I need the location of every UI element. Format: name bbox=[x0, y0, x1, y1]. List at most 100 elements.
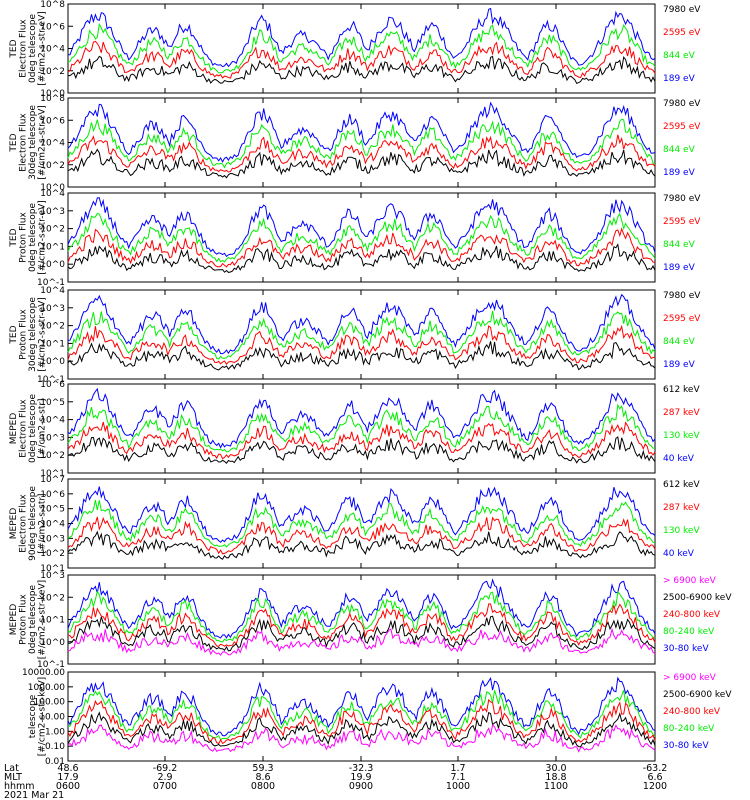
y-tick-label: 10^6 bbox=[40, 380, 65, 390]
footer-lat: 59.3 bbox=[252, 763, 273, 774]
legend-entry: 189 eV bbox=[663, 360, 696, 370]
y-tick-label: 0.01 bbox=[45, 757, 65, 767]
y-tick-label: 1.00 bbox=[45, 727, 65, 737]
legend-entry: 287 keV bbox=[663, 408, 700, 418]
footer-mlt: 7.1 bbox=[450, 772, 465, 783]
legend-entry: 2595 eV bbox=[663, 122, 701, 132]
series-line bbox=[67, 421, 656, 460]
series-line bbox=[67, 324, 656, 366]
series-line bbox=[67, 22, 656, 74]
y-axis-label: Proton Flux bbox=[18, 212, 28, 263]
y-axis-label: 0deg telescope bbox=[28, 394, 38, 464]
y-tick-label: 10^1 bbox=[40, 564, 65, 574]
y-tick-label: 10^5 bbox=[40, 398, 65, 408]
footer-hhmm: 0600 bbox=[56, 781, 80, 792]
y-tick-label: 10^3 bbox=[40, 433, 65, 443]
y-tick-label: 0.10 bbox=[45, 742, 65, 752]
y-tick-label: 10^4 bbox=[40, 139, 65, 149]
footer-hhmm: 0700 bbox=[153, 781, 177, 792]
y-axis-label: [#/cm2-s-str-eV] bbox=[37, 11, 47, 86]
y-tick-label: 10^4 bbox=[40, 520, 65, 530]
footer-lat: 30.0 bbox=[545, 763, 566, 774]
series-line bbox=[68, 55, 656, 85]
y-tick-label: 10^4 bbox=[40, 286, 65, 296]
panel-1: 10^0 10^2 10^4 10^6 10^8 TED Electron Flux 0deg… bbox=[9, 0, 702, 99]
footer-label-hhmm: hhmm bbox=[4, 781, 35, 792]
legend-entry: 80-240 keV bbox=[663, 627, 715, 637]
series-line bbox=[67, 197, 656, 258]
y-axis-label: [#/cm2-s-str-eV] bbox=[37, 297, 47, 372]
y-tick-label: 10^-1 bbox=[37, 375, 65, 385]
series-line bbox=[67, 698, 656, 745]
y-tick-label: 10^5 bbox=[40, 505, 65, 515]
y-tick-label: 10^-1 bbox=[37, 278, 65, 288]
footer-label-mlt: MLT bbox=[4, 772, 22, 783]
footer-date: 2021 Mar 21 bbox=[4, 790, 64, 800]
y-axis-label: MEPED bbox=[9, 508, 19, 540]
panel-3: 10^-1 10^0 10^1 10^2 10^3 10^4 TED Proton Flux 0… bbox=[9, 189, 702, 288]
series-line bbox=[67, 243, 656, 273]
footer-lat: 48.6 bbox=[57, 763, 78, 774]
legend-entry: 240-800 keV bbox=[663, 610, 721, 620]
legend-entry: 240-800 keV bbox=[663, 707, 721, 717]
series-line bbox=[67, 310, 656, 360]
legend-entry: 189 eV bbox=[663, 168, 696, 178]
footer-mlt: 19.9 bbox=[350, 772, 371, 783]
y-tick-label: 10^0 bbox=[40, 357, 65, 367]
footer-lat: 1.7 bbox=[450, 763, 465, 774]
y-axis-label: Electron Flux bbox=[18, 494, 28, 553]
panel-6: 10^1 10^2 10^3 10^4 10^5 10^6 10^7 MEPED Electro… bbox=[9, 475, 701, 574]
footer-lat: -32.3 bbox=[349, 763, 374, 774]
series-line bbox=[67, 530, 656, 560]
legend-entry: 130 keV bbox=[663, 526, 700, 536]
legend-entry: 612 keV bbox=[663, 480, 700, 490]
series-line bbox=[67, 148, 656, 179]
footer-hhmm: 1200 bbox=[643, 781, 667, 792]
series-line bbox=[67, 724, 656, 753]
legend-entry: 30-80 keV bbox=[663, 644, 709, 654]
y-axis-label: 0deg telescope bbox=[28, 14, 38, 84]
legend-entry: 40 keV bbox=[663, 454, 695, 464]
footer-label-lat: Lat bbox=[4, 763, 19, 774]
legend-entry: 844 eV bbox=[663, 337, 696, 347]
series-line bbox=[67, 436, 656, 464]
y-tick-label: 10^2 bbox=[40, 322, 65, 332]
legend-entry: 287 keV bbox=[663, 503, 700, 513]
footer-mlt: 17.9 bbox=[57, 772, 78, 783]
series-line bbox=[67, 118, 656, 169]
y-tick-label: 10^2 bbox=[40, 225, 65, 235]
y-axis-label: MEPED bbox=[9, 604, 19, 636]
panel-7: 10^-1 10^0 10^1 10^2 10^3 MEPED Proton Flux 0de… bbox=[9, 571, 733, 670]
legend-entry: 2595 eV bbox=[663, 314, 701, 324]
y-axis-label: Proton Flux bbox=[18, 594, 28, 645]
series-line bbox=[67, 627, 656, 656]
y-axis-label: [#/cm2-s-str] bbox=[37, 493, 47, 553]
y-axis-label: TED bbox=[9, 228, 19, 247]
y-axis-label: Electron Flux bbox=[18, 19, 28, 78]
legend-entry: 7980 eV bbox=[663, 99, 701, 109]
panel-5: 10^1 10^2 10^3 10^4 10^5 10^6 MEPED Electron Fl… bbox=[9, 380, 701, 479]
series-line bbox=[67, 212, 656, 263]
legend-entry: 2595 eV bbox=[663, 28, 701, 38]
y-tick-label: 10^8 bbox=[40, 0, 65, 10]
legend-entry: 130 keV bbox=[663, 431, 700, 441]
legend-entry: 2500-6900 keV bbox=[663, 690, 732, 700]
y-axis-label: 30deg telescope bbox=[28, 105, 38, 180]
series-line bbox=[67, 486, 656, 543]
legend-entry: 40 keV bbox=[663, 549, 695, 559]
y-axis-label: [#/cm2-s-str] bbox=[37, 398, 47, 458]
series-line bbox=[67, 590, 656, 643]
panel-4: 10^-1 10^0 10^1 10^2 10^3 10^4 TED Proton Flux 3… bbox=[9, 286, 702, 385]
legend-entry: 189 eV bbox=[663, 263, 696, 273]
legend-entry: 80-240 keV bbox=[663, 724, 715, 734]
legend-entry: 7980 eV bbox=[663, 291, 701, 301]
y-axis-label: 30deg telescope bbox=[28, 297, 38, 372]
y-tick-label: 10^4 bbox=[40, 45, 65, 55]
y-axis-label: 0deg telescope bbox=[28, 203, 38, 273]
legend-entry: 2595 eV bbox=[663, 217, 701, 227]
